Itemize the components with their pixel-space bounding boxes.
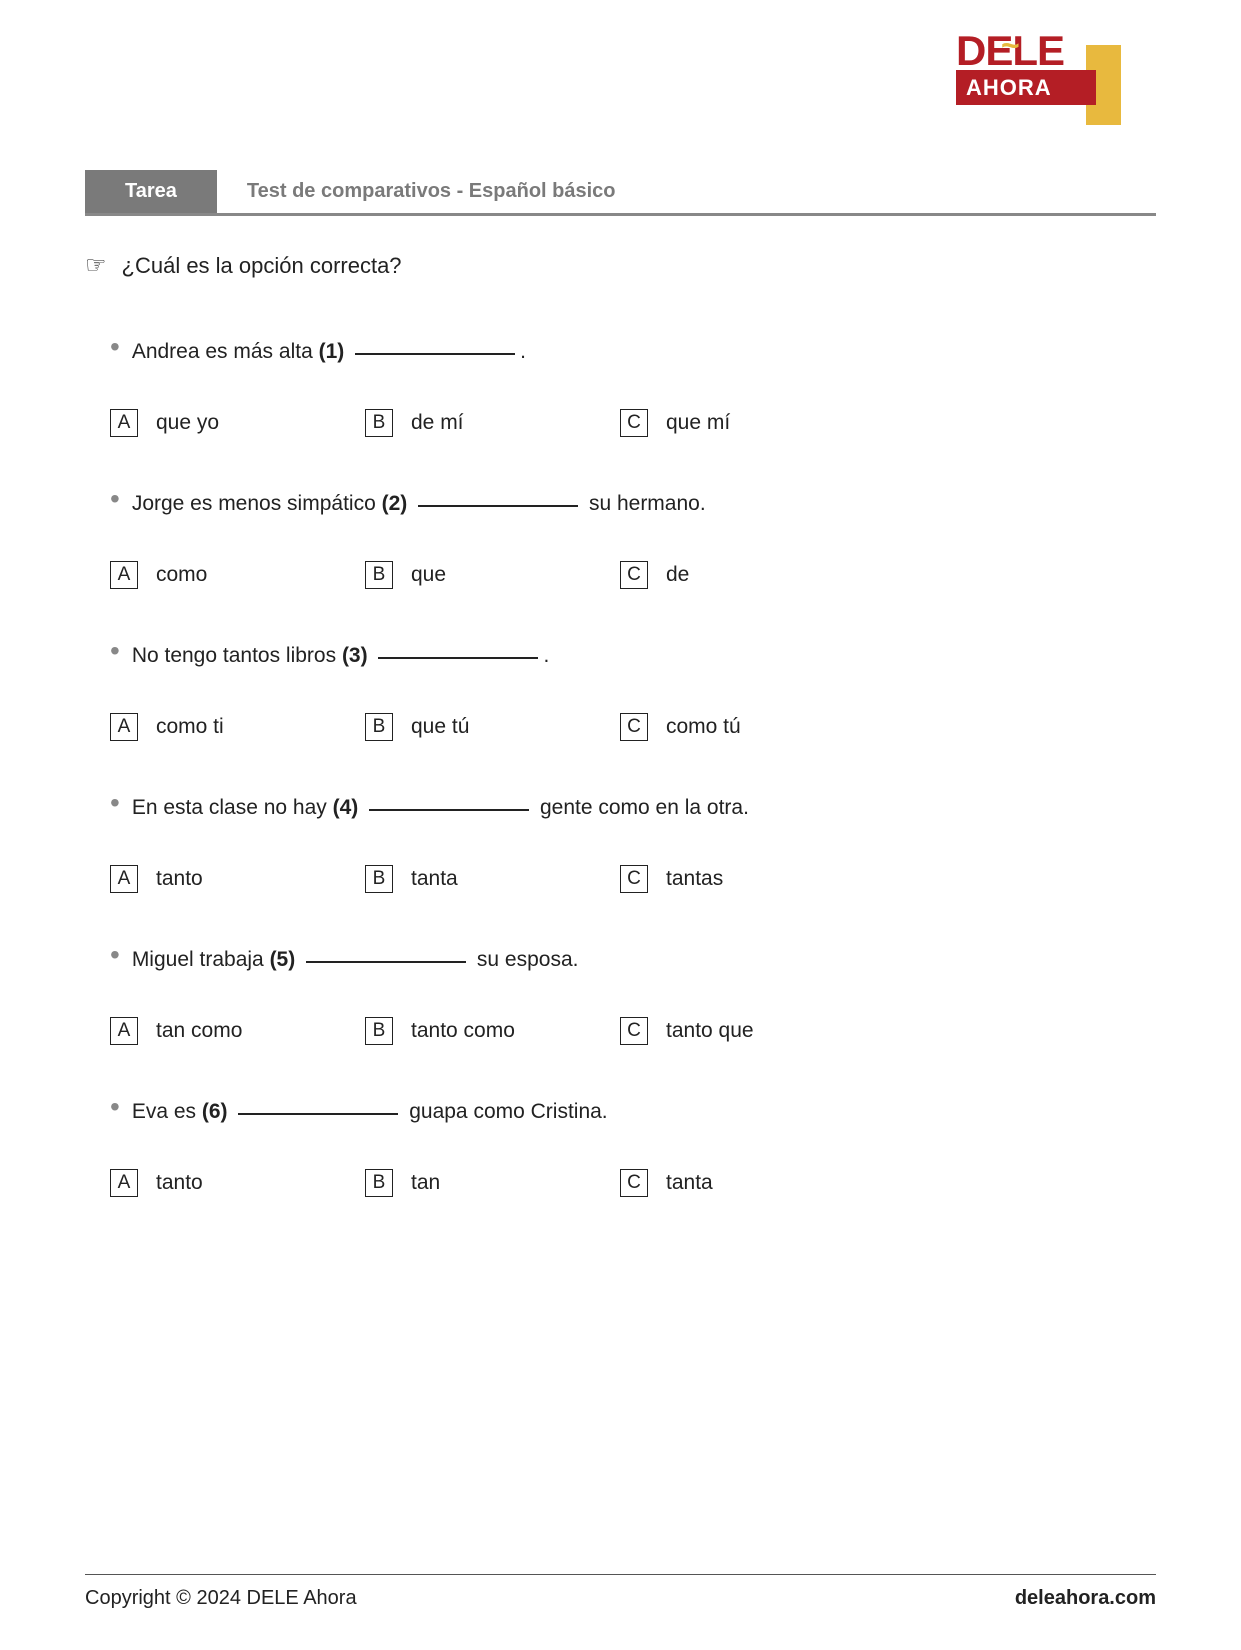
option-a[interactable]: Acomo ti [110, 713, 365, 741]
option-box: C [620, 561, 648, 589]
option-b[interactable]: Btan [365, 1169, 620, 1197]
option-box: B [365, 1017, 393, 1045]
footer: Copyright © 2024 DELE Ahora deleahora.co… [85, 1574, 1156, 1610]
option-label: tanto que [666, 1019, 754, 1043]
question-block: • Andrea es más alta (1) . Aque yo Bde m… [110, 340, 1156, 437]
blank-line [306, 961, 466, 963]
copyright-text: Copyright © 2024 DELE Ahora [85, 1587, 357, 1610]
question-block: • No tengo tantos libros (3) . Acomo ti … [110, 644, 1156, 741]
question-block: • Eva es (6) guapa como Cristina. Atanto… [110, 1100, 1156, 1197]
option-label: tantas [666, 867, 723, 891]
instruction-text: ¿Cuál es la opción correcta? [122, 253, 402, 279]
option-label: como [156, 563, 207, 587]
question-prompt: • No tengo tantos libros (3) . [110, 644, 1156, 668]
option-a[interactable]: Aque yo [110, 409, 365, 437]
option-a[interactable]: Atan como [110, 1017, 365, 1045]
options-row: Atanto Btan Ctanta [110, 1169, 1156, 1197]
option-label: como tú [666, 715, 741, 739]
option-label: tanta [666, 1171, 713, 1195]
logo: DELE ~ AHORA [956, 30, 1156, 120]
option-box: C [620, 713, 648, 741]
question-block: • Jorge es menos simpático (2) su herman… [110, 492, 1156, 589]
option-label: tanto [156, 867, 203, 891]
option-label: tanto [156, 1171, 203, 1195]
option-label: tan [411, 1171, 440, 1195]
option-label: tanto como [411, 1019, 515, 1043]
option-label: tan como [156, 1019, 242, 1043]
options-row: Acomo Bque Cde [110, 561, 1156, 589]
option-box: A [110, 409, 138, 437]
logo-tilde-icon: ~ [1001, 27, 1020, 64]
option-box: C [620, 1017, 648, 1045]
options-row: Atan como Btanto como Ctanto que [110, 1017, 1156, 1045]
pointer-icon: ☞ [85, 251, 107, 280]
option-box: A [110, 1169, 138, 1197]
option-box: B [365, 409, 393, 437]
question-prompt: • Jorge es menos simpático (2) su herman… [110, 492, 1156, 516]
option-c[interactable]: Ctantas [620, 865, 875, 893]
blank-line [378, 657, 538, 659]
instruction-row: ☞ ¿Cuál es la opción correcta? [85, 251, 1156, 280]
option-box: B [365, 865, 393, 893]
blank-line [355, 353, 515, 355]
option-box: B [365, 713, 393, 741]
option-label: que [411, 563, 446, 587]
option-box: A [110, 713, 138, 741]
option-c[interactable]: Ctanta [620, 1169, 875, 1197]
question-prompt: • En esta clase no hay (4) gente como en… [110, 796, 1156, 820]
option-box: C [620, 865, 648, 893]
blank-line [238, 1113, 398, 1115]
header-bar: Tarea Test de comparativos - Español bás… [85, 170, 1156, 216]
option-b[interactable]: Bque tú [365, 713, 620, 741]
question-prompt: • Eva es (6) guapa como Cristina. [110, 1100, 1156, 1124]
option-label: tanta [411, 867, 458, 891]
task-tab: Tarea [85, 170, 217, 213]
option-c[interactable]: Cque mí [620, 409, 875, 437]
option-a[interactable]: Atanto [110, 1169, 365, 1197]
option-c[interactable]: Ctanto que [620, 1017, 875, 1045]
option-box: A [110, 865, 138, 893]
question-prompt: • Miguel trabaja (5) su esposa. [110, 948, 1156, 972]
website-link: deleahora.com [1015, 1587, 1156, 1610]
options-row: Acomo ti Bque tú Ccomo tú [110, 713, 1156, 741]
option-box: C [620, 409, 648, 437]
option-label: que mí [666, 411, 730, 435]
logo-text-ahora: AHORA [966, 75, 1052, 101]
option-label: de [666, 563, 689, 587]
option-a[interactable]: Acomo [110, 561, 365, 589]
option-box: B [365, 561, 393, 589]
option-label: que tú [411, 715, 469, 739]
blank-line [369, 809, 529, 811]
option-box: A [110, 1017, 138, 1045]
blank-line [418, 505, 578, 507]
option-label: como ti [156, 715, 224, 739]
option-b[interactable]: Bque [365, 561, 620, 589]
questions-list: • Andrea es más alta (1) . Aque yo Bde m… [85, 340, 1156, 1197]
options-row: Aque yo Bde mí Cque mí [110, 409, 1156, 437]
option-box: A [110, 561, 138, 589]
option-b[interactable]: Btanta [365, 865, 620, 893]
option-label: que yo [156, 411, 219, 435]
question-block: • Miguel trabaja (5) su esposa. Atan com… [110, 948, 1156, 1045]
question-block: • En esta clase no hay (4) gente como en… [110, 796, 1156, 893]
option-box: B [365, 1169, 393, 1197]
question-prompt: • Andrea es más alta (1) . [110, 340, 1156, 364]
option-box: C [620, 1169, 648, 1197]
option-b[interactable]: Bde mí [365, 409, 620, 437]
page-title: Test de comparativos - Español básico [217, 170, 646, 213]
options-row: Atanto Btanta Ctantas [110, 865, 1156, 893]
option-label: de mí [411, 411, 464, 435]
option-b[interactable]: Btanto como [365, 1017, 620, 1045]
option-c[interactable]: Cde [620, 561, 875, 589]
option-c[interactable]: Ccomo tú [620, 713, 875, 741]
option-a[interactable]: Atanto [110, 865, 365, 893]
